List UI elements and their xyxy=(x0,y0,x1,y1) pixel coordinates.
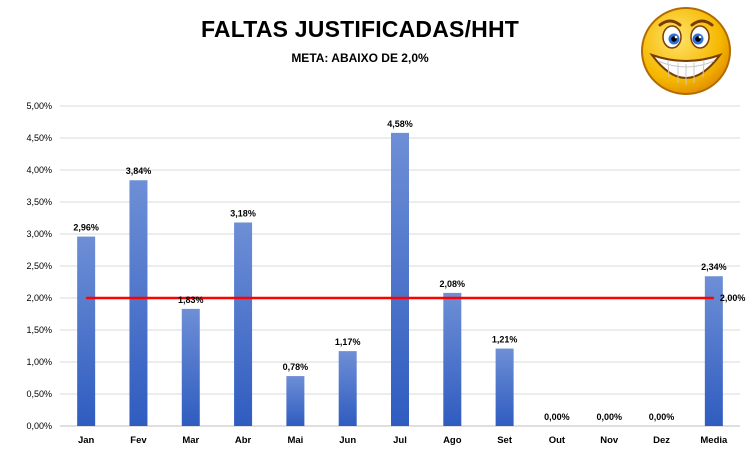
bar-jun xyxy=(338,351,357,426)
data-label: 0,00% xyxy=(649,412,675,422)
x-tick-label: Mai xyxy=(287,435,303,446)
data-label: 3,18% xyxy=(230,208,256,218)
data-label: 0,00% xyxy=(596,412,622,422)
data-label: 0,00% xyxy=(544,412,570,422)
bar-abr xyxy=(234,222,253,426)
data-label: 2,34% xyxy=(701,262,727,272)
y-tick-label: 3,50% xyxy=(26,197,52,207)
data-label: 2,96% xyxy=(73,223,99,233)
data-label: 0,78% xyxy=(283,362,309,372)
bar-fev xyxy=(129,180,148,426)
chart-title: FALTAS JUSTIFICADAS/HHT xyxy=(200,16,520,42)
y-tick-label: 1,00% xyxy=(26,357,52,367)
x-tick-label: Ago xyxy=(443,435,462,446)
chart-subtitle: META: ABAIXO DE 2,0% xyxy=(291,51,429,65)
y-tick-label: 4,00% xyxy=(26,165,52,175)
x-tick-label: Mar xyxy=(182,435,199,446)
bar-mar xyxy=(181,308,200,426)
data-label: 3,84% xyxy=(126,166,152,176)
y-tick-label: 5,00% xyxy=(26,101,52,111)
x-tick-label: Dez xyxy=(653,435,670,446)
data-label: 2,08% xyxy=(440,279,466,289)
x-tick-label: Jun xyxy=(339,435,356,446)
bar-set xyxy=(495,348,514,426)
y-tick-label: 3,00% xyxy=(26,229,52,239)
x-tick-label: Out xyxy=(549,435,566,446)
y-tick-label: 0,50% xyxy=(26,389,52,399)
y-tick-label: 0,00% xyxy=(26,421,52,431)
bar-jan xyxy=(77,236,96,426)
y-tick-label: 1,50% xyxy=(26,325,52,335)
data-label: 4,58% xyxy=(387,119,413,129)
bar-ago xyxy=(443,292,462,426)
y-tick-label: 2,50% xyxy=(26,261,52,271)
y-tick-label: 4,50% xyxy=(26,133,52,143)
x-tick-label: Nov xyxy=(600,435,619,446)
bar-jul xyxy=(391,132,409,426)
x-tick-label: Media xyxy=(700,435,728,446)
data-label: 1,17% xyxy=(335,337,361,347)
grinning-smiley-icon xyxy=(641,7,731,95)
bar-mai xyxy=(286,376,305,426)
x-tick-label: Fev xyxy=(130,435,147,446)
target-label: 2,00% xyxy=(720,293,746,303)
data-label: 1,83% xyxy=(178,295,204,305)
y-tick-label: 2,00% xyxy=(26,293,52,303)
x-tick-label: Jul xyxy=(393,435,407,446)
data-label: 1,21% xyxy=(492,335,518,345)
bar-media xyxy=(704,276,723,426)
x-tick-label: Jan xyxy=(78,435,95,446)
x-tick-label: Set xyxy=(497,435,513,446)
x-tick-label: Abr xyxy=(235,435,252,446)
